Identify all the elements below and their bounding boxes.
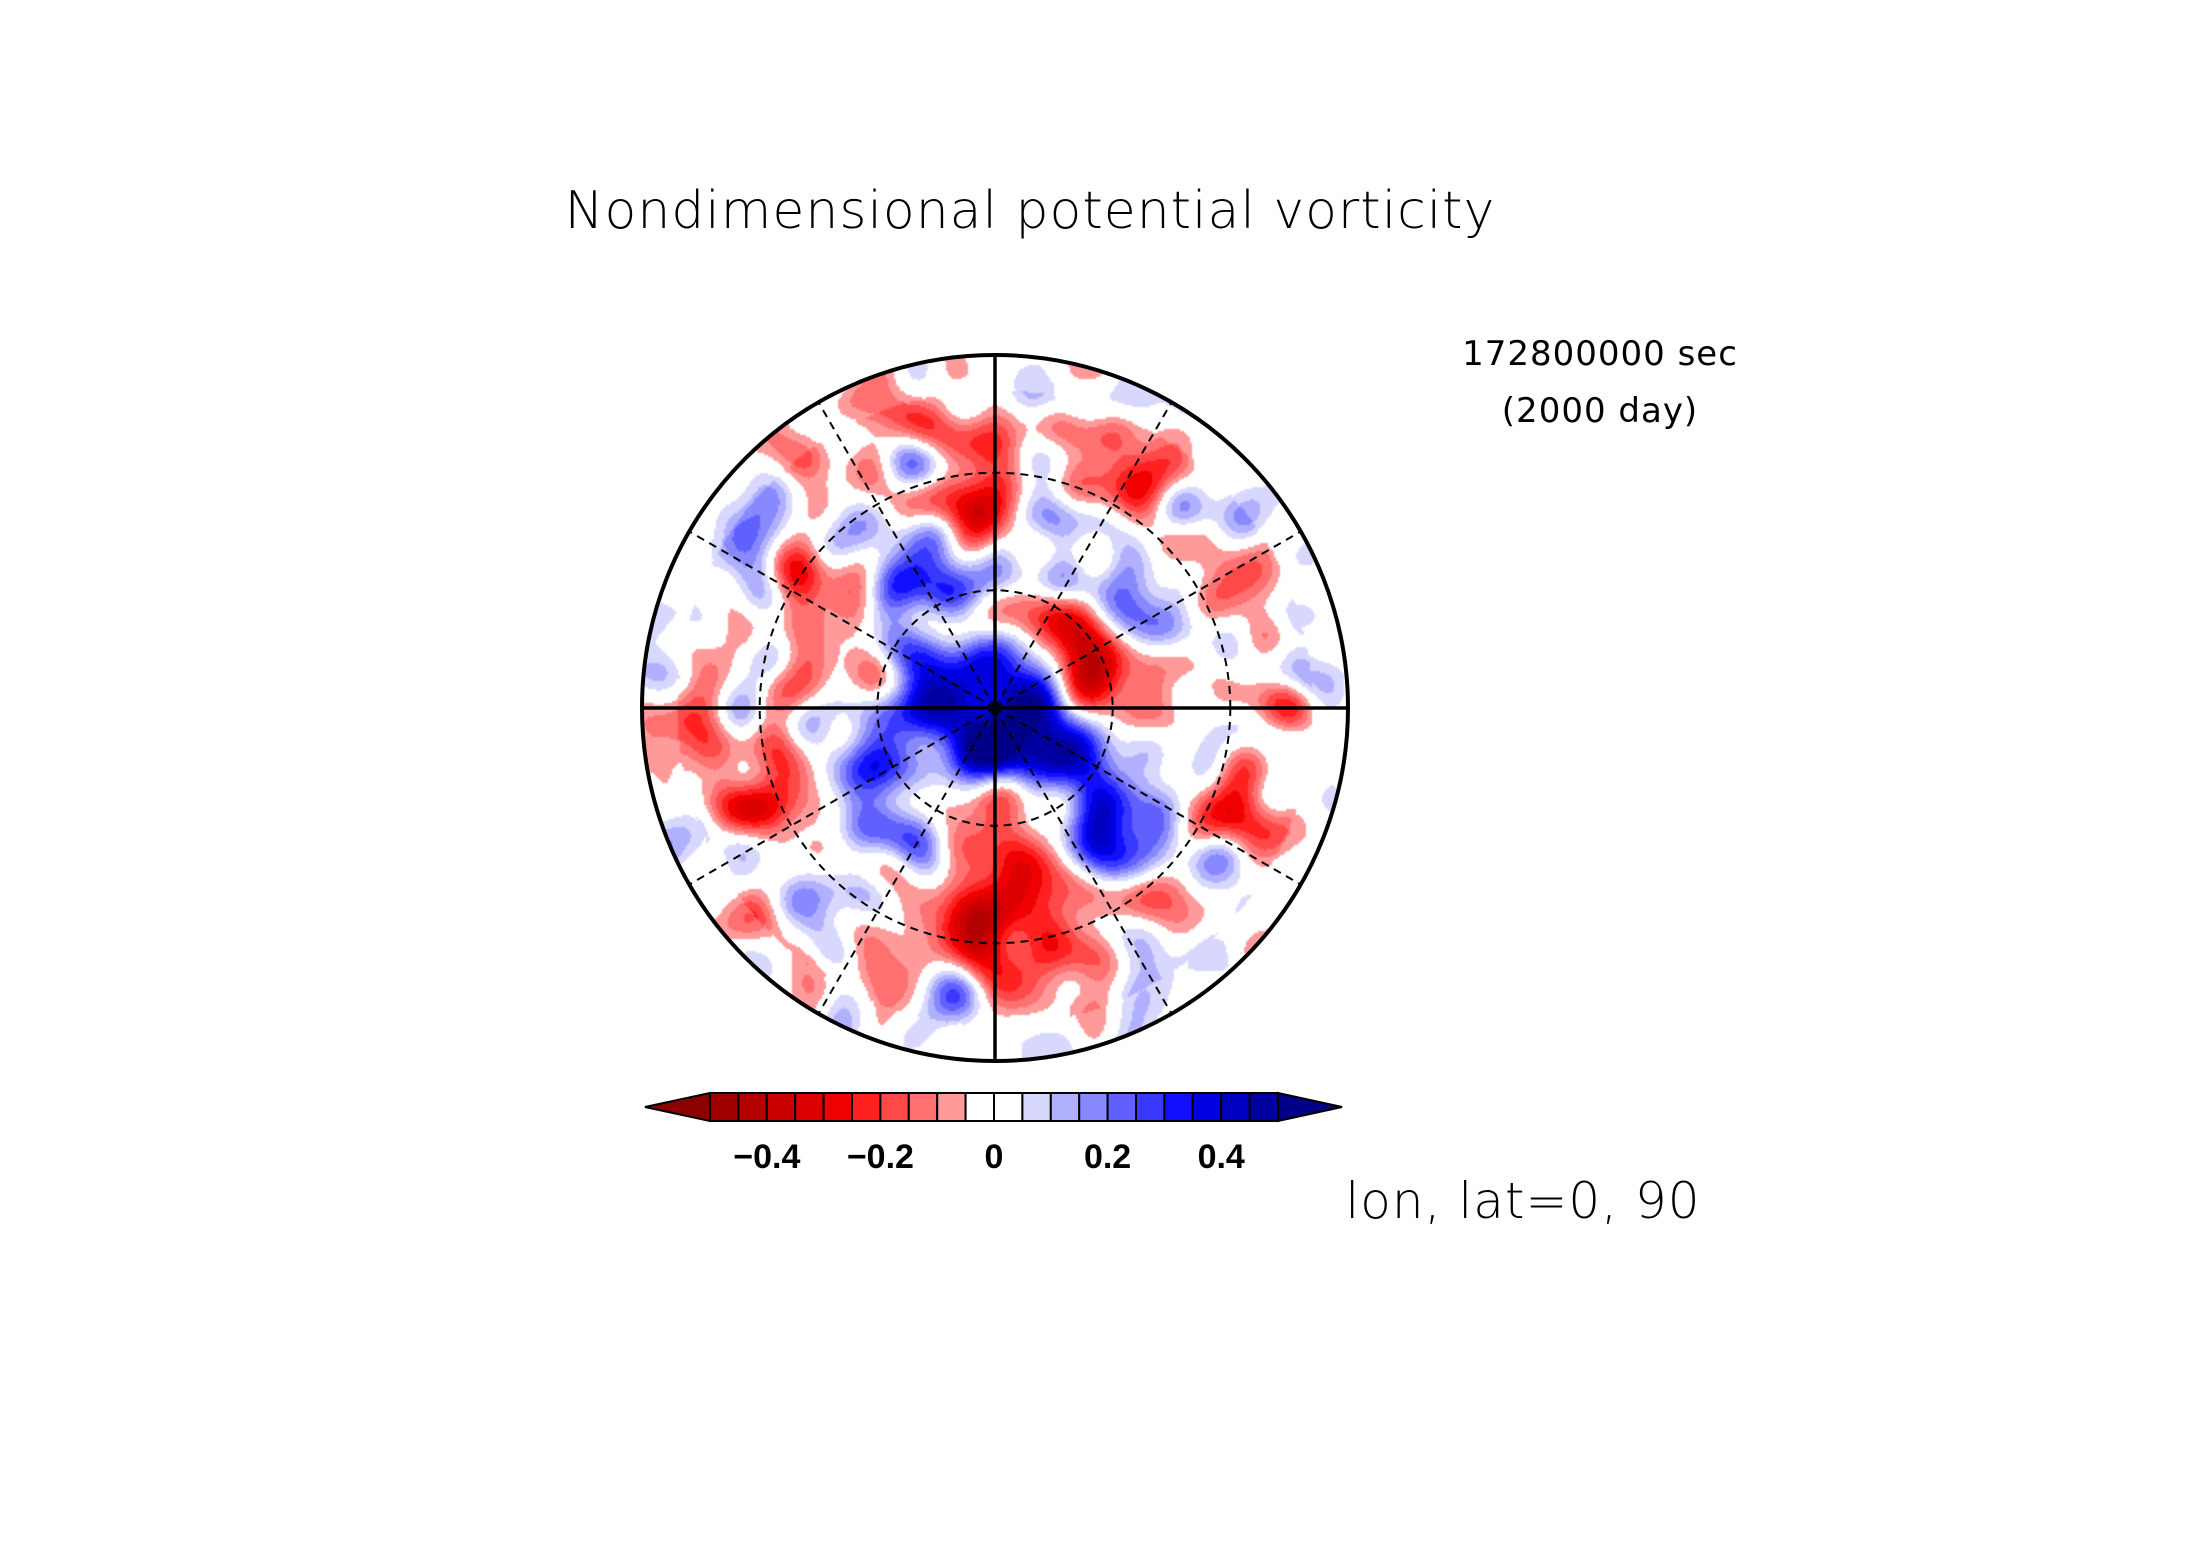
axis-label: lon, lat=0, 90 <box>1345 1172 1700 1230</box>
colorbar-tick-label: −0.2 <box>847 1138 914 1176</box>
colorbar-box <box>1191 1092 1223 1122</box>
meridian-210 <box>817 707 996 1015</box>
colorbar-box <box>1106 1092 1137 1122</box>
colorbar-box <box>907 1092 939 1122</box>
colorbar-box <box>851 1092 882 1122</box>
colorbar-box <box>822 1092 853 1122</box>
polar-map <box>640 353 1350 1063</box>
colorbar-over-arrow <box>1277 1091 1343 1123</box>
colorbar-box <box>1135 1092 1166 1122</box>
meridian-30 <box>994 401 1173 709</box>
colorbar-box <box>1220 1092 1251 1122</box>
parallel-60 <box>876 589 1114 827</box>
colorbar-box <box>936 1092 967 1122</box>
colorbar-box <box>964 1092 995 1122</box>
colorbar-box <box>737 1092 768 1122</box>
colorbar-box <box>1021 1092 1052 1122</box>
colorbar-tick-label: 0.2 <box>1084 1138 1131 1176</box>
meridian-300 <box>688 530 996 709</box>
meridian-240 <box>688 707 996 886</box>
colorbar-box <box>993 1092 1024 1122</box>
colorbar-box <box>765 1092 797 1122</box>
time-seconds-label: 172800000 sec <box>1462 334 1738 374</box>
colorbar-box <box>879 1092 910 1122</box>
map-boundary <box>640 353 1350 1063</box>
colorbar: −0.4 −0.2 0 0.2 0.4 <box>644 1091 1343 1176</box>
chart-title: Nondimensional potential vorticity <box>565 181 1496 241</box>
colorbar-box <box>1049 1092 1081 1122</box>
colorbar-box <box>1248 1092 1279 1122</box>
colorbar-tick-label: 0.4 <box>1198 1138 1245 1176</box>
colorbar-box <box>1163 1092 1194 1122</box>
meridian-60 <box>994 530 1302 709</box>
meridian-150 <box>994 707 1173 1015</box>
colorbar-tick-label: −0.4 <box>733 1138 800 1176</box>
meridian-120 <box>994 707 1302 886</box>
parallel-30 <box>758 471 1232 945</box>
colorbar-box <box>709 1092 740 1122</box>
map-grid <box>642 355 1348 1061</box>
colorbar-box <box>794 1092 825 1122</box>
meridian-330 <box>817 401 996 709</box>
colorbar-box <box>1078 1092 1109 1122</box>
colorbar-tick-label: 0 <box>985 1138 1004 1176</box>
time-days-label: (2000 day) <box>1502 391 1698 431</box>
colorbar-under-arrow <box>644 1091 711 1123</box>
